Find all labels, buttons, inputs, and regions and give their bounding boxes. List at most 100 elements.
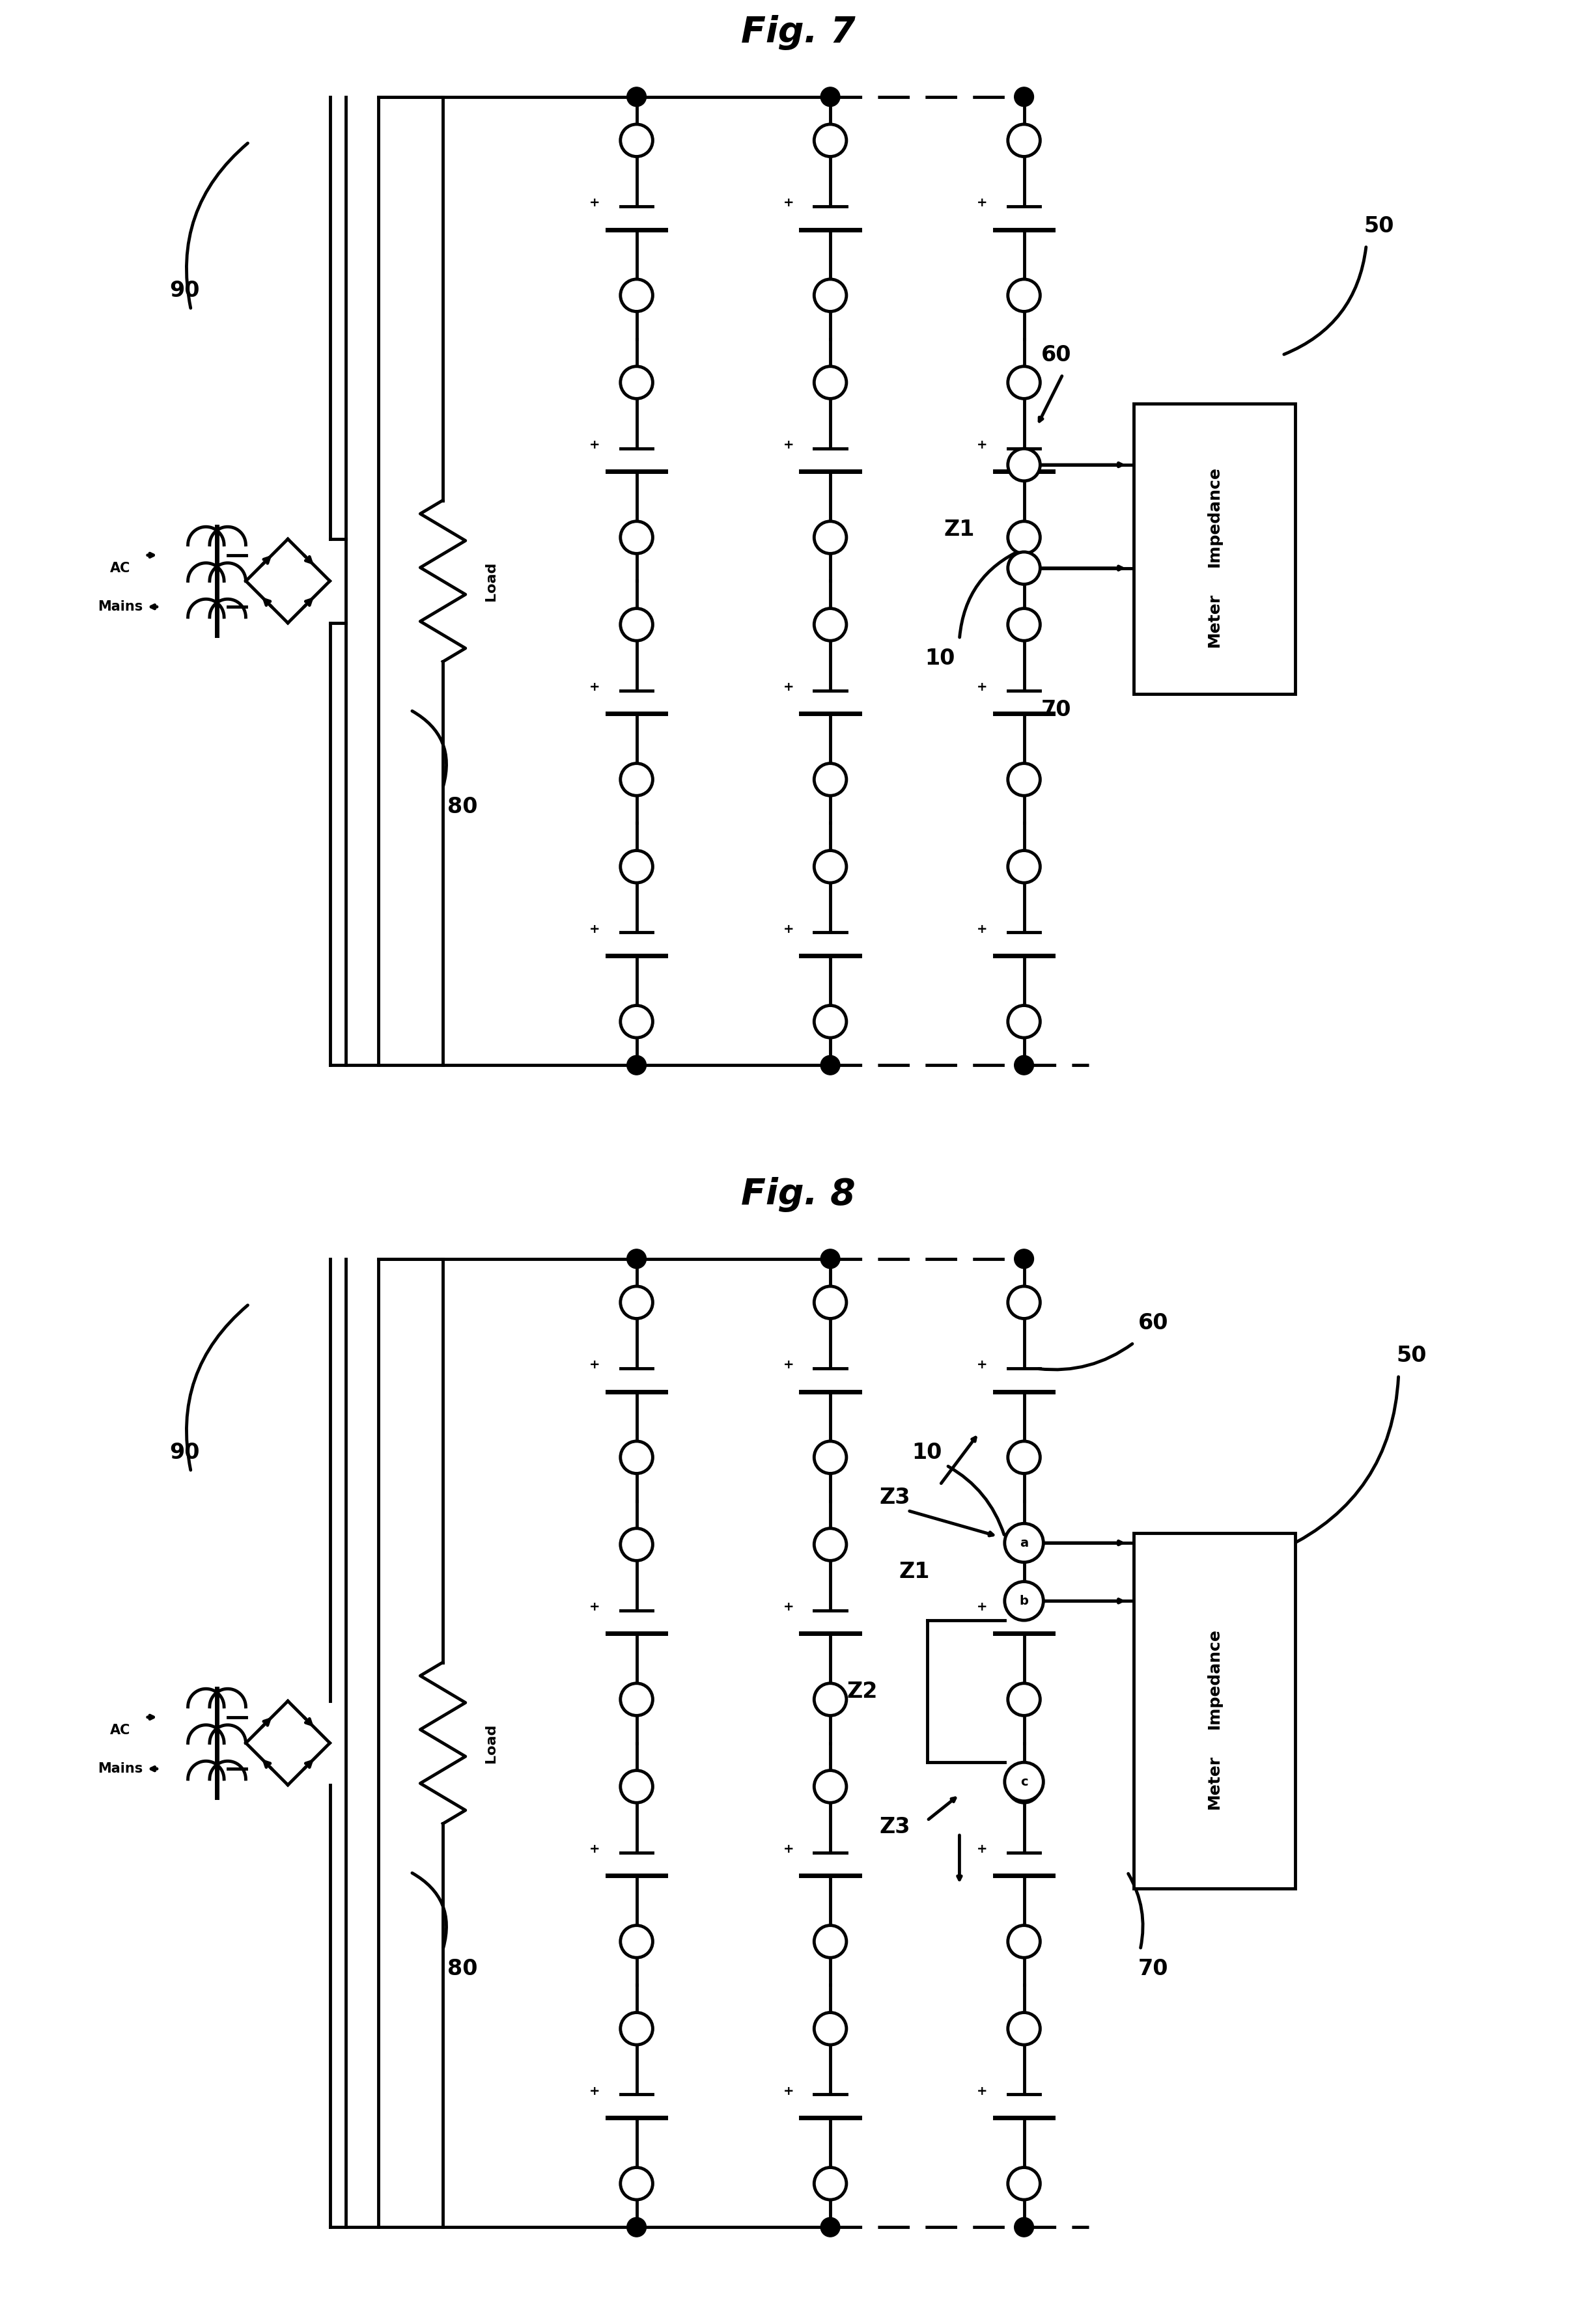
Circle shape: [621, 1006, 653, 1039]
Circle shape: [1015, 1250, 1034, 1269]
Text: Z1: Z1: [899, 1562, 929, 1583]
Circle shape: [627, 1250, 646, 1269]
Circle shape: [1007, 2013, 1041, 2045]
Text: +: +: [589, 1360, 600, 1371]
Circle shape: [1007, 521, 1041, 553]
Text: 10: 10: [911, 1441, 942, 1464]
Text: +: +: [589, 439, 600, 451]
Circle shape: [1007, 367, 1041, 400]
Text: +: +: [589, 2085, 600, 2099]
Circle shape: [814, 1441, 846, 1473]
Circle shape: [621, 609, 653, 641]
Circle shape: [1007, 1683, 1041, 1715]
Circle shape: [621, 1285, 653, 1318]
Text: Fig. 8: Fig. 8: [741, 1176, 855, 1211]
Bar: [1133, 1534, 1296, 1887]
Circle shape: [1015, 88, 1034, 107]
Circle shape: [1015, 2217, 1034, 2236]
Text: Load: Load: [485, 1724, 498, 1762]
Circle shape: [1007, 553, 1041, 583]
Circle shape: [627, 2217, 646, 2236]
Text: Load: Load: [485, 562, 498, 600]
Circle shape: [820, 88, 839, 107]
Text: b: b: [1020, 1594, 1028, 1608]
Circle shape: [814, 609, 846, 641]
Circle shape: [621, 279, 653, 311]
Text: 50: 50: [1396, 1346, 1427, 1367]
Circle shape: [1007, 762, 1041, 795]
Circle shape: [621, 851, 653, 883]
Circle shape: [621, 1771, 653, 1803]
Circle shape: [814, 2168, 846, 2201]
Circle shape: [621, 1683, 653, 1715]
Circle shape: [621, 2013, 653, 2045]
Text: +: +: [784, 1843, 793, 1855]
Text: AC: AC: [110, 562, 131, 574]
Circle shape: [1004, 1762, 1044, 1801]
Text: 60: 60: [1138, 1313, 1168, 1334]
Circle shape: [627, 1055, 646, 1074]
Bar: [1133, 404, 1296, 695]
Circle shape: [1007, 609, 1041, 641]
Text: +: +: [977, 2085, 988, 2099]
Text: +: +: [784, 1360, 793, 1371]
Circle shape: [814, 1771, 846, 1803]
Circle shape: [1007, 851, 1041, 883]
Circle shape: [1007, 1924, 1041, 1957]
Circle shape: [820, 1055, 839, 1074]
Text: +: +: [977, 1360, 988, 1371]
Text: +: +: [589, 1843, 600, 1855]
Circle shape: [1007, 2168, 1041, 2201]
Text: +: +: [977, 681, 988, 693]
Text: +: +: [784, 198, 793, 209]
Circle shape: [1004, 1583, 1044, 1620]
Circle shape: [621, 1529, 653, 1562]
Text: AC: AC: [110, 1724, 131, 1736]
Circle shape: [621, 1441, 653, 1473]
Text: +: +: [784, 1601, 793, 1613]
Text: +: +: [977, 439, 988, 451]
Circle shape: [814, 1006, 846, 1039]
Text: Z3: Z3: [879, 1487, 910, 1508]
Text: 90: 90: [169, 279, 200, 302]
Circle shape: [814, 762, 846, 795]
Circle shape: [627, 88, 646, 107]
Text: 80: 80: [447, 1959, 477, 1980]
Text: a: a: [1020, 1536, 1028, 1550]
Circle shape: [814, 851, 846, 883]
Circle shape: [814, 123, 846, 156]
Circle shape: [621, 1924, 653, 1957]
Text: +: +: [784, 681, 793, 693]
Circle shape: [1007, 1529, 1041, 1562]
Text: +: +: [784, 2085, 793, 2099]
Text: 50: 50: [1365, 216, 1395, 237]
Text: +: +: [977, 1843, 988, 1855]
Circle shape: [1007, 1441, 1041, 1473]
Text: +: +: [589, 1601, 600, 1613]
Text: Z2: Z2: [847, 1680, 878, 1701]
Text: +: +: [589, 198, 600, 209]
Circle shape: [814, 1683, 846, 1715]
Text: 70: 70: [1041, 700, 1071, 720]
Text: 60: 60: [1041, 344, 1071, 365]
Text: +: +: [977, 923, 988, 937]
Circle shape: [1004, 1525, 1044, 1562]
Circle shape: [814, 279, 846, 311]
Text: 10: 10: [926, 648, 954, 669]
Text: c: c: [1020, 1776, 1028, 1787]
Circle shape: [1007, 1771, 1041, 1803]
Circle shape: [1007, 1285, 1041, 1318]
Circle shape: [814, 521, 846, 553]
Text: +: +: [784, 923, 793, 937]
Circle shape: [621, 123, 653, 156]
Text: +: +: [589, 681, 600, 693]
Circle shape: [621, 2168, 653, 2201]
Text: +: +: [784, 439, 793, 451]
Text: +: +: [977, 198, 988, 209]
Text: Z3: Z3: [879, 1815, 910, 1838]
Circle shape: [814, 1285, 846, 1318]
Circle shape: [814, 2013, 846, 2045]
Circle shape: [621, 367, 653, 400]
Circle shape: [621, 762, 653, 795]
Text: +: +: [589, 923, 600, 937]
